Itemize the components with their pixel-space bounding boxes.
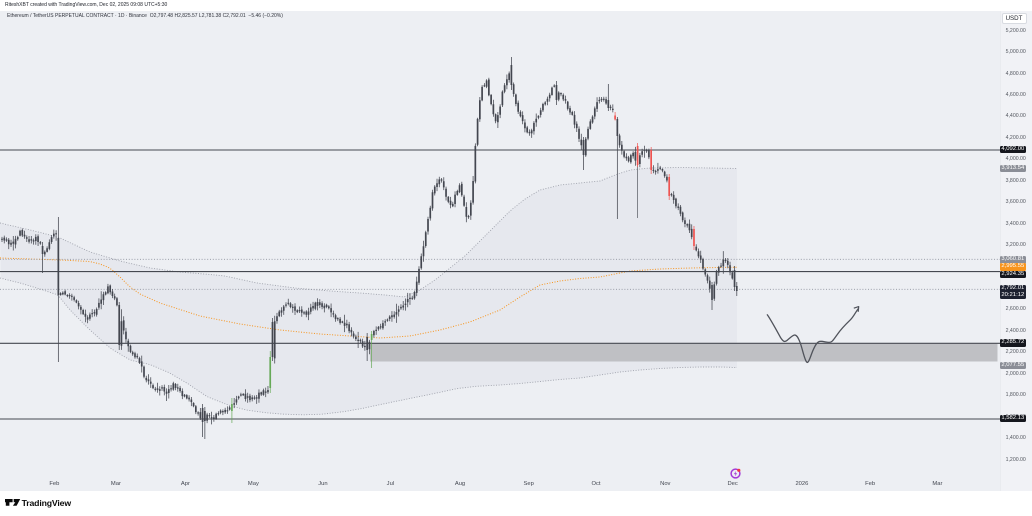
svg-text:TradingView: TradingView xyxy=(21,499,71,508)
